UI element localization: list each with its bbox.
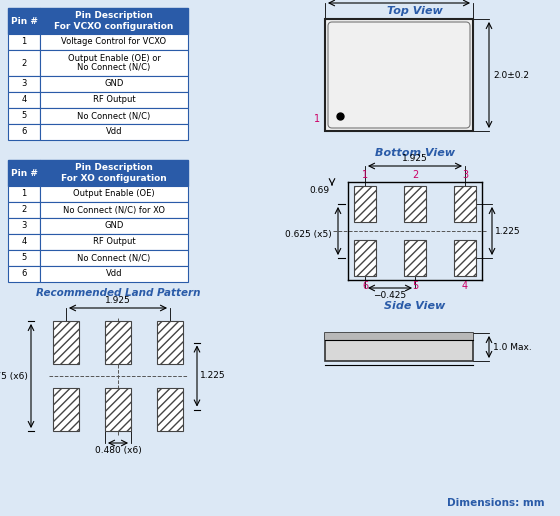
Text: 5: 5 xyxy=(21,111,27,121)
Bar xyxy=(354,240,376,276)
Text: 2: 2 xyxy=(21,205,27,215)
Text: GND: GND xyxy=(104,221,124,231)
Text: No Connect (N/C): No Connect (N/C) xyxy=(77,253,151,263)
Bar xyxy=(8,160,40,186)
Text: GND: GND xyxy=(104,79,124,89)
Text: Pin Description
For XO configuration: Pin Description For XO configuration xyxy=(61,163,167,183)
Text: 6: 6 xyxy=(21,127,27,137)
Text: 6: 6 xyxy=(21,269,27,279)
Text: 2.0±0.2: 2.0±0.2 xyxy=(493,71,529,79)
Bar xyxy=(40,218,188,234)
Text: 0.625 (x5): 0.625 (x5) xyxy=(285,230,332,238)
Text: −0.425: −0.425 xyxy=(374,291,407,300)
Bar xyxy=(8,50,40,76)
Bar xyxy=(8,266,40,282)
Bar xyxy=(40,186,188,202)
Bar xyxy=(105,388,131,431)
Text: No Connect (N/C): No Connect (N/C) xyxy=(77,63,151,72)
Bar xyxy=(105,321,131,364)
Bar xyxy=(40,76,188,92)
Text: Vdd: Vdd xyxy=(106,127,122,137)
Text: No Connect (N/C): No Connect (N/C) xyxy=(77,111,151,121)
Text: 1: 1 xyxy=(21,38,27,46)
Bar xyxy=(53,388,79,431)
Text: 1: 1 xyxy=(362,170,368,180)
Bar xyxy=(40,124,188,140)
Text: Pin #: Pin # xyxy=(11,17,38,25)
FancyBboxPatch shape xyxy=(328,22,470,128)
Bar xyxy=(40,8,188,34)
Text: 4: 4 xyxy=(21,237,27,247)
Bar xyxy=(454,186,476,222)
Bar xyxy=(8,108,40,124)
Text: 0.480 (x6): 0.480 (x6) xyxy=(95,446,141,455)
Bar xyxy=(8,234,40,250)
Text: Side View: Side View xyxy=(384,301,446,311)
Text: Pin #: Pin # xyxy=(11,169,38,178)
Bar xyxy=(8,34,40,50)
Bar xyxy=(325,333,473,361)
Bar xyxy=(40,202,188,218)
Bar xyxy=(404,240,426,276)
Text: Recommended Land Pattern: Recommended Land Pattern xyxy=(36,288,200,298)
Bar xyxy=(8,76,40,92)
Bar xyxy=(40,50,188,76)
Text: 0.69: 0.69 xyxy=(309,186,329,195)
Bar xyxy=(40,108,188,124)
Bar xyxy=(8,218,40,234)
Bar xyxy=(454,240,476,276)
Text: 1: 1 xyxy=(314,114,320,124)
Bar xyxy=(8,92,40,108)
Text: Voltage Control for VCXO: Voltage Control for VCXO xyxy=(62,38,166,46)
Text: 4: 4 xyxy=(462,281,468,291)
Text: 1: 1 xyxy=(21,189,27,199)
Text: 3: 3 xyxy=(21,79,27,89)
Bar xyxy=(404,186,426,222)
Text: RF Output: RF Output xyxy=(93,237,136,247)
Text: Top View: Top View xyxy=(387,6,443,16)
Bar xyxy=(40,266,188,282)
Bar xyxy=(40,92,188,108)
Bar xyxy=(40,234,188,250)
Text: 2: 2 xyxy=(21,58,27,68)
Bar xyxy=(8,8,40,34)
Text: 1.0 Max.: 1.0 Max. xyxy=(493,343,532,351)
Text: Output Enable (OE): Output Enable (OE) xyxy=(73,189,155,199)
Text: Dimensions: mm: Dimensions: mm xyxy=(447,498,545,508)
Text: 5: 5 xyxy=(21,253,27,263)
Bar xyxy=(40,160,188,186)
Bar xyxy=(157,321,183,364)
Text: 1.225: 1.225 xyxy=(200,372,226,380)
Bar xyxy=(8,124,40,140)
Bar xyxy=(53,321,79,364)
Bar xyxy=(8,250,40,266)
Bar xyxy=(40,34,188,50)
Text: 1.225: 1.225 xyxy=(495,227,521,235)
Text: 1.925: 1.925 xyxy=(402,154,428,163)
Text: 5: 5 xyxy=(412,281,418,291)
Text: 4: 4 xyxy=(21,95,27,105)
Bar xyxy=(325,19,473,131)
Text: Output Enable (OE) or: Output Enable (OE) or xyxy=(68,54,160,63)
Text: 2: 2 xyxy=(412,170,418,180)
Text: 0.775 (x6): 0.775 (x6) xyxy=(0,372,28,380)
Text: No Connect (N/C) for XO: No Connect (N/C) for XO xyxy=(63,205,165,215)
Bar xyxy=(354,186,376,222)
Text: 3: 3 xyxy=(21,221,27,231)
Bar xyxy=(40,250,188,266)
Text: 1.925: 1.925 xyxy=(105,296,131,305)
Bar xyxy=(157,388,183,431)
Text: RF Output: RF Output xyxy=(93,95,136,105)
Bar xyxy=(325,333,473,340)
Text: 6: 6 xyxy=(362,281,368,291)
Bar xyxy=(8,202,40,218)
Text: Pin Description
For VCXO configuration: Pin Description For VCXO configuration xyxy=(54,11,174,30)
Bar xyxy=(8,186,40,202)
Text: 3: 3 xyxy=(462,170,468,180)
Text: Bottom View: Bottom View xyxy=(375,148,455,158)
Text: Vdd: Vdd xyxy=(106,269,122,279)
